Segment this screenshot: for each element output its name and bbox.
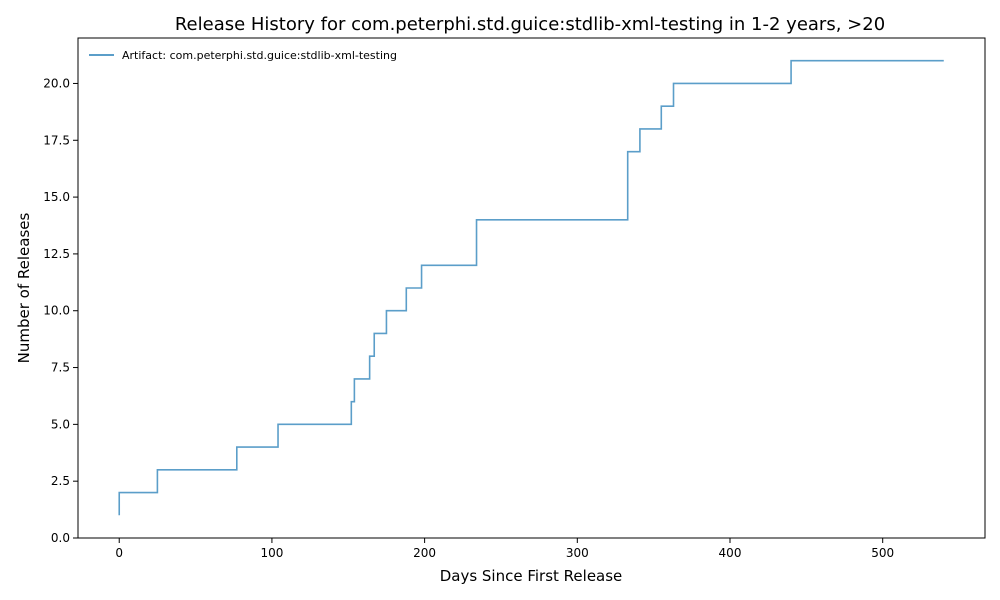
y-tick-label: 15.0 bbox=[43, 190, 70, 204]
y-axis-ticks: 0.0 2.5 5.0 7.5 10.0 12.5 15.0 17.5 20.0 bbox=[43, 76, 78, 545]
chart-title: Release History for com.peterphi.std.gui… bbox=[175, 14, 885, 35]
x-tick-label: 500 bbox=[871, 546, 894, 560]
x-tick-label: 0 bbox=[115, 546, 123, 560]
y-tick-label: 20.0 bbox=[43, 76, 70, 90]
x-axis-ticks: 0 100 200 300 400 500 bbox=[115, 538, 894, 560]
plot-area bbox=[118, 59, 944, 516]
y-tick-label: 2.5 bbox=[51, 474, 70, 488]
legend-label: Artifact: com.peterphi.std.guice:stdlib-… bbox=[122, 49, 397, 62]
series-line-0 bbox=[118, 59, 944, 516]
plot-frame bbox=[77, 37, 986, 539]
y-tick-label: 5.0 bbox=[51, 417, 70, 431]
legend: Artifact: com.peterphi.std.guice:stdlib-… bbox=[89, 49, 397, 62]
y-tick-label: 10.0 bbox=[43, 304, 70, 318]
x-axis-label: Days Since First Release bbox=[440, 567, 623, 585]
y-axis-label: Number of Releases bbox=[15, 212, 33, 363]
x-tick-label: 300 bbox=[566, 546, 589, 560]
x-tick-label: 100 bbox=[260, 546, 283, 560]
y-tick-label: 17.5 bbox=[43, 133, 70, 147]
y-tick-label: 0.0 bbox=[51, 531, 70, 545]
y-tick-label: 7.5 bbox=[51, 361, 70, 375]
y-tick-label: 12.5 bbox=[43, 247, 70, 261]
x-tick-label: 400 bbox=[719, 546, 742, 560]
x-tick-label: 200 bbox=[413, 546, 436, 560]
